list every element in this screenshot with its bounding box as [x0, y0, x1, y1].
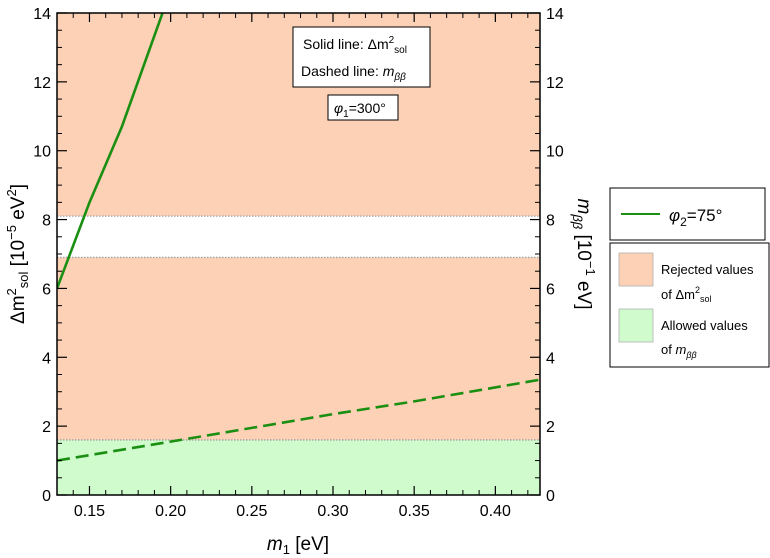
x-tick-label: 0.15	[74, 503, 105, 520]
lines-description-frame	[292, 26, 431, 88]
x-tick-label: 0.40	[480, 503, 511, 520]
legend-rejected-line2: of Δm2sol	[661, 285, 712, 304]
series-line-dashed	[57, 378, 540, 462]
y-tick-label-left: 4	[42, 350, 51, 367]
x-tick-label: 0.30	[317, 503, 348, 520]
x-tick-label: 0.25	[236, 503, 267, 520]
allowed-sol-band	[57, 216, 540, 258]
y-tick-label-left: 2	[42, 419, 51, 436]
rejected-region-lower	[57, 257, 540, 440]
tick-layer: 0.15 0.20 0.25 0.30 0.35 0.40 0 0 2 2 4 4 6 6 8 8 10 10 12…	[33, 6, 564, 520]
y-axis-title-right: mββ [10−1 eV]	[570, 198, 598, 309]
legend-phi2-label: φ2=75°	[669, 206, 722, 229]
series-line-solid	[57, 13, 164, 289]
legend-regions: Rejected values of Δm2sol Allowed values…	[609, 242, 770, 368]
x-axis-title: m1 [eV]	[267, 534, 329, 557]
y-tick-label-left: 6	[42, 281, 51, 298]
lines-description-box: Solid line: Δm2sol Dashed line: mββ	[292, 26, 431, 88]
y-axis-title-left: Δm2sol [10−5 eV2]	[4, 184, 31, 324]
allowed-mbb-region	[57, 439, 540, 495]
phi1-label: φ1=300°	[334, 100, 386, 120]
y-tick-label-right: 14	[546, 6, 564, 23]
phi1-frame	[327, 94, 399, 121]
y-tick-label-right: 6	[546, 281, 555, 298]
legend-rejected-line1: Rejected values	[661, 262, 754, 277]
y-tick-label-left: 10	[33, 144, 51, 161]
legend-allowed-line2: of mββ	[661, 342, 697, 360]
y-tick-label-right: 12	[546, 75, 564, 92]
legend-rejected-swatch	[618, 252, 654, 287]
series-layer	[57, 13, 540, 462]
y-tick-label-right: 10	[546, 144, 564, 161]
y-tick-label-right: 8	[546, 213, 555, 230]
boundary-layer	[57, 215, 540, 441]
solid-line-note: Solid line: Δm2sol	[303, 35, 407, 56]
y-tick-label-right: 4	[546, 350, 555, 367]
y-tick-label-left: 12	[33, 75, 51, 92]
y-tick-label-left: 8	[42, 213, 51, 230]
phi1-box: φ1=300°	[327, 94, 399, 121]
legend-series: φ2=75°	[609, 187, 766, 241]
legend-allowed-swatch	[618, 308, 654, 343]
dashed-line-note: Dashed line: mββ	[301, 63, 406, 83]
y-tick-label-right: 0	[546, 488, 555, 505]
y-tick-label-right: 2	[546, 419, 555, 436]
y-tick-label-left: 14	[33, 6, 51, 23]
x-tick-label: 0.20	[155, 503, 186, 520]
x-tick-label: 0.35	[399, 503, 430, 520]
y-tick-label-left: 0	[42, 488, 51, 505]
legend-allowed-line1: Allowed values	[661, 318, 748, 333]
